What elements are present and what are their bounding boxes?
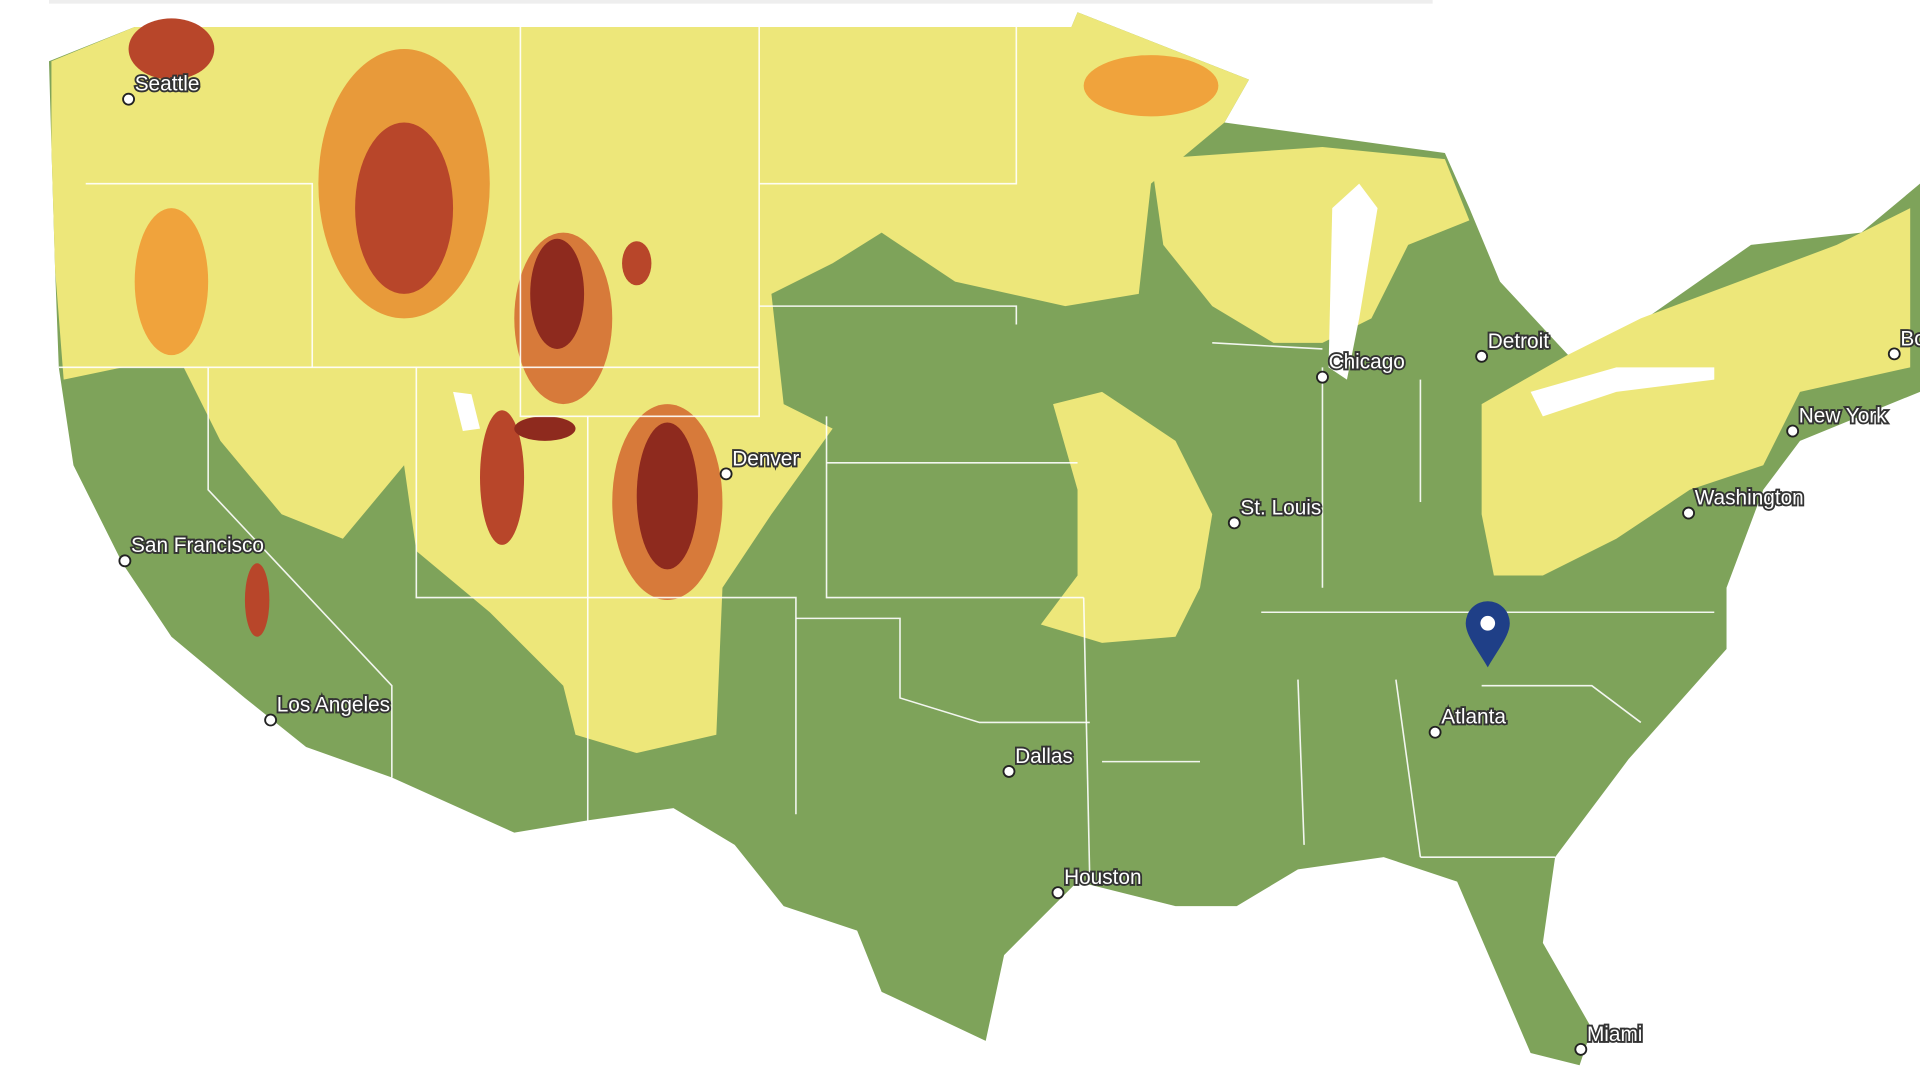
state-line <box>85 182 314 368</box>
yellow-northeast <box>1481 208 1911 576</box>
city-dot <box>1002 765 1016 778</box>
city-label: Bo <box>1900 327 1920 350</box>
state-line <box>1212 342 1323 350</box>
pin-hole <box>1480 615 1496 631</box>
red-patch <box>128 18 215 80</box>
cities: Seattle San Francisco Los Angeles Denver Dal… <box>118 71 1920 1056</box>
city-label: Dallas <box>1015 745 1073 768</box>
red-patch <box>530 238 585 349</box>
high-terrain <box>128 18 1219 637</box>
state-line <box>1082 597 1091 882</box>
red-patch <box>355 122 454 294</box>
state-lines <box>58 26 1715 882</box>
state-line <box>1481 684 1642 724</box>
city-label: San Francisco <box>131 534 264 557</box>
red-patch <box>514 416 576 441</box>
city-dot <box>1786 424 1800 438</box>
city-label: St. Louis <box>1240 496 1321 519</box>
pin-body[interactable] <box>1465 601 1510 668</box>
city-label: Detroit <box>1488 330 1549 353</box>
orange-patch <box>134 208 209 356</box>
city-label: Atlanta <box>1441 706 1506 729</box>
state-line <box>519 26 760 418</box>
state-line <box>759 26 1018 185</box>
city-dot <box>1887 347 1901 361</box>
red-patch <box>636 422 698 570</box>
city-label: New York <box>1799 404 1887 427</box>
city-dot <box>1051 886 1065 900</box>
city-label: Houston <box>1064 866 1141 889</box>
city-dot <box>264 713 278 727</box>
city-dot <box>1682 506 1695 520</box>
red-patch <box>244 563 270 637</box>
city-dot <box>1316 370 1329 384</box>
lake <box>1530 367 1715 417</box>
yellow-great-lakes <box>1151 146 1470 343</box>
red-patch <box>480 410 525 545</box>
orange-patch <box>1083 55 1219 117</box>
city-dot <box>1574 1042 1588 1056</box>
state-line <box>795 617 1090 724</box>
state-line <box>825 416 1084 599</box>
city-dot <box>122 92 135 106</box>
state-line <box>1395 679 1422 858</box>
yellow-midwest <box>1040 391 1213 643</box>
city-dot <box>719 467 733 481</box>
state-line <box>207 367 393 778</box>
state-line <box>415 367 797 815</box>
city-dot <box>1428 725 1442 739</box>
city-label: Los Angeles <box>277 693 390 716</box>
city-label: Washington <box>1695 486 1804 509</box>
city-label: Denver <box>732 447 799 470</box>
red-patch <box>622 241 652 286</box>
location-pin[interactable] <box>1465 601 1510 668</box>
city-label: Seattle <box>135 73 200 96</box>
state-line <box>1297 679 1305 845</box>
state-line <box>759 305 1018 325</box>
top-bar-edge <box>48 0 1433 4</box>
lake <box>453 391 480 432</box>
city-dot <box>1475 349 1489 363</box>
lake <box>1328 183 1378 380</box>
city-dot <box>118 554 132 568</box>
city-label: Chicago <box>1329 351 1405 374</box>
city-label: Miami <box>1587 1023 1642 1046</box>
city-dot <box>1227 516 1241 530</box>
